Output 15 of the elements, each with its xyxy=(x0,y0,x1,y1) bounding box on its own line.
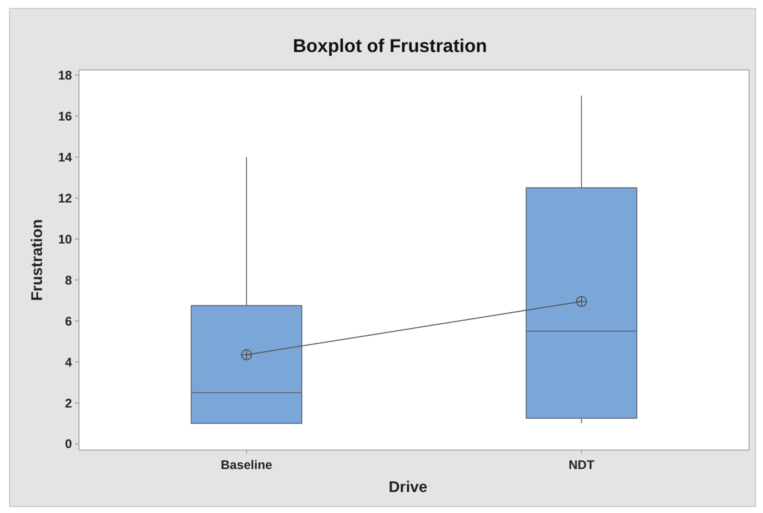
y-tick-label: 14 xyxy=(58,150,72,164)
x-tick-label: Baseline xyxy=(220,458,272,472)
y-tick-label: 10 xyxy=(58,232,72,246)
y-tick-label: 4 xyxy=(65,355,72,370)
x-axis-title: Drive xyxy=(388,479,428,496)
x-tick-label: NDT xyxy=(568,458,595,472)
y-tick-label: 6 xyxy=(65,314,72,328)
y-tick-label: 2 xyxy=(65,396,72,410)
y-tick-label: 12 xyxy=(58,191,72,206)
y-axis-title: Frustration xyxy=(29,219,46,301)
y-tick-label: 16 xyxy=(58,109,72,124)
y-tick-label: 0 xyxy=(65,437,72,452)
y-tick-label: 18 xyxy=(58,68,72,82)
y-tick-label: 8 xyxy=(65,273,72,288)
chart-title: Boxplot of Frustration xyxy=(292,35,488,56)
